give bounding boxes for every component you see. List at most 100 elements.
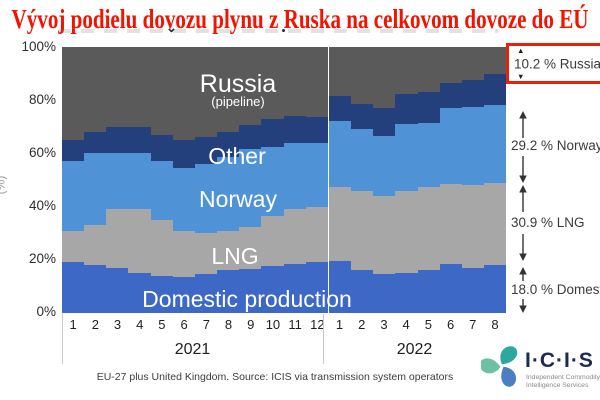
stack-column-2022-6 [439, 47, 462, 313]
segment-russia [373, 47, 396, 109]
x-tick-label: 9 [247, 317, 255, 332]
x-tick-label: 1 [69, 317, 77, 332]
y-tick-label: 20% [28, 251, 56, 266]
segment-russia [328, 47, 352, 97]
segment-russia [417, 47, 440, 93]
x-tick-label: 7 [469, 317, 477, 332]
icis-logo-text: I·C·I·S [525, 349, 594, 372]
annotation-norway: 29.2 % Norway [511, 138, 600, 153]
segment-norway [194, 164, 218, 234]
segment-domestic [239, 269, 262, 313]
axis-divider-left [62, 314, 63, 364]
stack-column-2021-3 [106, 47, 129, 313]
segment-lng [417, 186, 440, 271]
stack-column-2022-4 [395, 47, 418, 313]
russia-share-highlight-box: ▲ 10.2 % Russia ▼ [506, 43, 600, 84]
page-title: Vývoj podielu dovozu plynu z Ruska na ce… [11, 4, 589, 34]
stack-column-2021-8 [217, 47, 240, 313]
segment-norway [172, 168, 195, 231]
segment-norway [351, 129, 374, 191]
segment-norway [217, 157, 240, 231]
segment-russia [172, 47, 195, 141]
stack-column-2022-5 [417, 47, 440, 313]
segment-russia [305, 47, 328, 118]
stack-column-2022-7 [461, 47, 484, 313]
stack-column-2021-7 [194, 47, 218, 313]
segment-lng [305, 206, 328, 263]
segment-norway [128, 153, 151, 210]
segment-domestic [106, 267, 129, 313]
segment-lng [194, 233, 218, 275]
plot-area [62, 47, 507, 313]
segment-domestic [261, 266, 284, 313]
x-tick-label: 7 [202, 317, 210, 332]
x-axis-year-2022: 2022 [396, 341, 433, 358]
arrow-up-icon: ▲ [517, 46, 525, 55]
source-footnote: EU-27 plus United Kingdom. Source: ICIS … [96, 371, 454, 383]
segment-other [461, 80, 484, 107]
stack-column-2022-3 [373, 47, 396, 313]
segment-domestic [150, 275, 173, 313]
segment-lng [483, 182, 507, 266]
x-tick-label: 3 [380, 317, 388, 332]
segment-russia [483, 47, 507, 75]
segment-domestic [172, 277, 195, 313]
segment-domestic [305, 262, 328, 313]
x-tick-label: 12 [310, 317, 325, 332]
segment-domestic [395, 273, 418, 313]
segment-russia [128, 47, 151, 127]
icis-trefoil-icon [481, 346, 518, 387]
segment-domestic [439, 263, 462, 313]
stack-column-2022-1 [327, 47, 352, 313]
annotation-domestic: 18.0 % Domestic [511, 282, 600, 297]
x-tick-label: 1 [335, 317, 344, 332]
segment-domestic [373, 274, 396, 313]
segment-lng [439, 183, 462, 264]
y-tick-label: 80% [28, 92, 56, 107]
segment-norway [483, 105, 507, 183]
x-tick-label: 8 [224, 317, 233, 332]
segment-domestic [417, 270, 440, 313]
segment-domestic [217, 270, 240, 313]
segment-lng [283, 209, 306, 264]
y-tick-label: 100% [21, 39, 56, 54]
icis-logo-subtext: Independent Commodity Intelligence Servi… [526, 374, 600, 390]
x-tick-label: 10 [265, 317, 281, 332]
series-label-russia: Russia [199, 70, 277, 98]
segment-lng [217, 230, 240, 271]
segment-norway [328, 121, 352, 187]
annotation-russia: 10.2 % Russia [514, 56, 600, 71]
arrow-down-icon [519, 156, 527, 183]
x-tick-label: 2 [358, 317, 366, 332]
stack-column-2021-1 [62, 47, 85, 313]
x-tick-label: 6 [180, 317, 188, 332]
arrow-down-icon [519, 234, 527, 261]
segment-norway [439, 108, 462, 184]
segment-norway [305, 142, 328, 207]
y-tick-label: 0% [36, 304, 56, 319]
arrow-down-icon [519, 299, 527, 313]
segment-russia [106, 47, 129, 127]
stack-column-2021-5 [150, 47, 173, 313]
x-tick-label: 6 [446, 317, 455, 332]
segment-russia [351, 47, 374, 105]
series-label-domestic: Domestic production [142, 286, 352, 312]
segment-other [106, 126, 129, 154]
segment-russia [283, 47, 306, 117]
year-divider-line [323, 314, 324, 364]
x-tick-label: 2 [91, 317, 99, 332]
segment-lng [62, 230, 85, 263]
segment-other [395, 93, 418, 125]
stack-column-2022-2 [351, 47, 374, 313]
segment-other [373, 108, 396, 137]
series-label-norway: Norway [199, 186, 277, 212]
arrow-up-icon [519, 267, 527, 281]
segment-domestic [461, 267, 484, 313]
segment-domestic [84, 265, 107, 313]
covered-title-remnant [58, 29, 498, 33]
title-remnant-dot [282, 29, 285, 32]
x-tick-label: 4 [402, 317, 410, 332]
segment-norway [150, 161, 173, 220]
segment-russia [62, 47, 85, 141]
series-label-lng: LNG [211, 243, 259, 269]
